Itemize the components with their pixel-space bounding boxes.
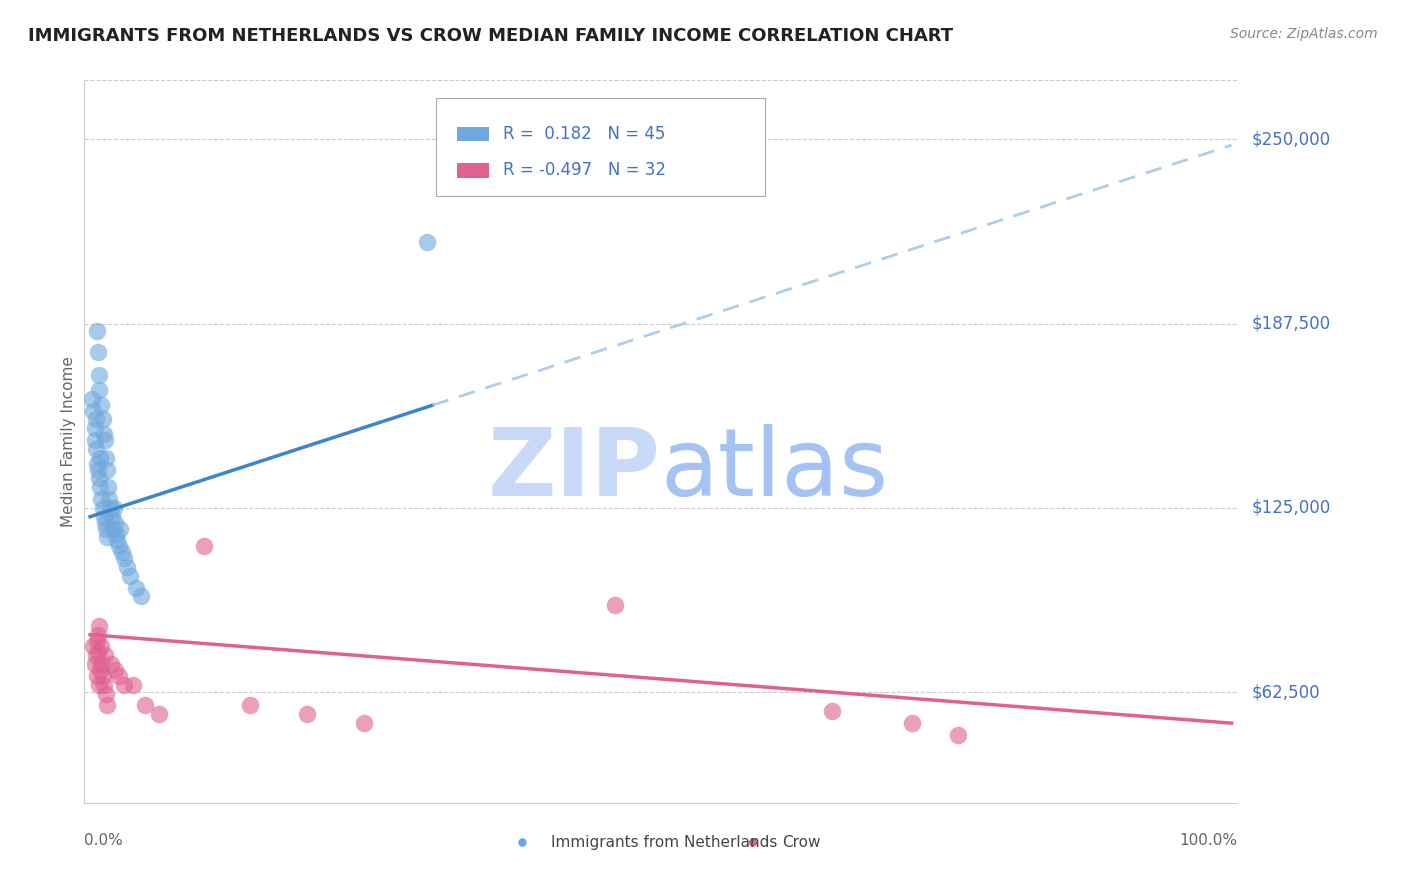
Point xyxy=(86,457,108,471)
Point xyxy=(125,581,148,595)
Point xyxy=(82,640,104,654)
Y-axis label: Median Family Income: Median Family Income xyxy=(60,356,76,527)
Text: $125,000: $125,000 xyxy=(1251,499,1330,516)
Point xyxy=(90,640,112,654)
Point xyxy=(93,427,115,442)
Point xyxy=(87,462,110,476)
Point xyxy=(86,669,108,683)
Point xyxy=(89,450,111,465)
Point xyxy=(84,412,107,426)
Point xyxy=(148,707,170,722)
Point xyxy=(83,421,105,435)
Text: atlas: atlas xyxy=(661,425,889,516)
Point xyxy=(295,707,318,722)
Point xyxy=(107,533,129,548)
Point xyxy=(89,471,111,485)
Point xyxy=(105,527,128,541)
Point xyxy=(91,500,114,515)
Point xyxy=(89,619,111,633)
Text: R = -0.497   N = 32: R = -0.497 N = 32 xyxy=(503,161,666,179)
Point xyxy=(101,522,124,536)
Point xyxy=(97,480,120,494)
Point xyxy=(96,698,118,713)
Text: R =  0.182   N = 45: R = 0.182 N = 45 xyxy=(503,125,665,144)
Point xyxy=(108,522,131,536)
Text: 100.0%: 100.0% xyxy=(1180,833,1237,848)
Point xyxy=(94,687,117,701)
Point xyxy=(901,716,924,731)
Point xyxy=(103,500,125,515)
Point xyxy=(87,344,110,359)
Point xyxy=(84,442,107,456)
Text: IMMIGRANTS FROM NETHERLANDS VS CROW MEDIAN FAMILY INCOME CORRELATION CHART: IMMIGRANTS FROM NETHERLANDS VS CROW MEDI… xyxy=(28,27,953,45)
Point xyxy=(100,509,122,524)
Text: ZIP: ZIP xyxy=(488,425,661,516)
Point xyxy=(87,628,110,642)
Point xyxy=(89,383,111,397)
Point xyxy=(239,698,262,713)
Point xyxy=(118,568,141,582)
Point xyxy=(94,433,117,447)
Point xyxy=(115,560,138,574)
Point xyxy=(93,509,115,524)
Point xyxy=(100,500,122,515)
Point xyxy=(94,450,117,465)
Point xyxy=(89,368,111,383)
Point xyxy=(84,648,107,663)
Point xyxy=(107,539,129,553)
Point xyxy=(82,403,104,417)
Point xyxy=(112,678,135,692)
Text: 0.0%: 0.0% xyxy=(84,833,124,848)
Point xyxy=(90,491,112,506)
Point xyxy=(86,324,108,338)
Point xyxy=(821,705,844,719)
Text: Source: ZipAtlas.com: Source: ZipAtlas.com xyxy=(1230,27,1378,41)
Text: Crow: Crow xyxy=(782,835,820,850)
Point xyxy=(104,663,127,677)
Text: $250,000: $250,000 xyxy=(1251,130,1330,148)
Point xyxy=(112,551,135,566)
Point xyxy=(90,398,112,412)
Point xyxy=(353,716,375,731)
Point xyxy=(100,657,122,672)
Text: Immigrants from Netherlands: Immigrants from Netherlands xyxy=(551,835,778,850)
Text: $62,500: $62,500 xyxy=(1251,683,1320,701)
Point xyxy=(94,648,117,663)
Point xyxy=(89,663,111,677)
Point xyxy=(122,678,145,692)
Point xyxy=(86,633,108,648)
Point xyxy=(111,545,134,559)
Point xyxy=(134,698,156,713)
Point xyxy=(91,412,114,426)
Point xyxy=(96,462,118,476)
FancyBboxPatch shape xyxy=(457,163,489,178)
Point xyxy=(87,645,110,659)
Point xyxy=(98,491,121,506)
Point xyxy=(131,590,153,604)
Point xyxy=(91,669,114,683)
Point xyxy=(605,598,627,612)
Text: $187,500: $187,500 xyxy=(1251,315,1330,333)
Point xyxy=(96,530,118,544)
Point xyxy=(89,678,111,692)
Point xyxy=(946,728,969,742)
Point xyxy=(83,433,105,447)
Point xyxy=(416,235,439,250)
Point xyxy=(90,657,112,672)
Point xyxy=(94,516,117,530)
FancyBboxPatch shape xyxy=(457,128,489,142)
Point xyxy=(94,522,117,536)
Ellipse shape xyxy=(519,838,527,847)
Point xyxy=(104,516,127,530)
Point xyxy=(89,480,111,494)
Point xyxy=(83,657,105,672)
Point xyxy=(82,392,104,406)
Point xyxy=(93,678,115,692)
FancyBboxPatch shape xyxy=(436,98,765,196)
Point xyxy=(193,539,215,553)
Ellipse shape xyxy=(749,838,758,847)
Point xyxy=(107,669,129,683)
